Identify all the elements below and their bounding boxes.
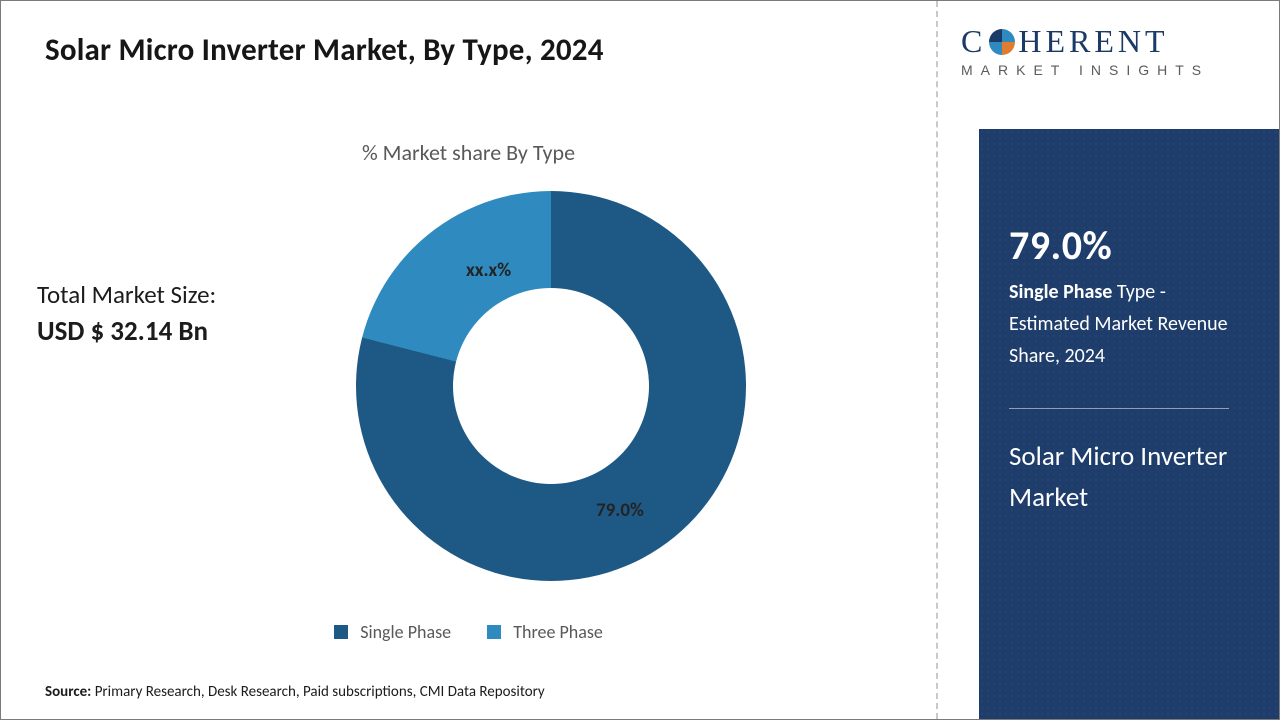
- logo-wordmark: C HERENT: [961, 23, 1261, 60]
- brand-logo: C HERENT MARKET INSIGHTS: [961, 23, 1261, 109]
- legend-swatch-icon: [334, 625, 348, 639]
- logo-text-post: HERENT: [1018, 23, 1168, 60]
- legend-label: Three Phase: [513, 621, 603, 643]
- logo-subtext: MARKET INSIGHTS: [961, 62, 1261, 78]
- legend-item: Three Phase: [487, 621, 603, 643]
- side-panel-title: Solar Micro Inverter Market: [1009, 437, 1249, 518]
- main-area: Solar Micro Inverter Market, By Type, 20…: [1, 1, 936, 719]
- market-size-label: Total Market Size:: [37, 279, 216, 310]
- logo-text-pre: C: [961, 23, 986, 60]
- slice-label-three-phase: xx.x%: [466, 259, 511, 282]
- source-text: Primary Research, Desk Research, Paid su…: [91, 683, 544, 701]
- market-size-value: USD $ 32.14 Bn: [37, 315, 208, 348]
- side-panel-desc: Single Phase Type - Estimated Market Rev…: [1009, 276, 1249, 372]
- slice-label-single-phase: 79.0%: [596, 499, 644, 522]
- source-line: Source: Primary Research, Desk Research,…: [45, 683, 545, 701]
- side-panel-pct: 79.0%: [1009, 221, 1249, 270]
- infographic-frame: Solar Micro Inverter Market, By Type, 20…: [0, 0, 1280, 720]
- chart-legend: Single Phase Three Phase: [1, 621, 936, 643]
- side-panel-divider: [1009, 408, 1229, 409]
- donut-chart: [356, 191, 746, 581]
- legend-item: Single Phase: [334, 621, 451, 643]
- legend-label: Single Phase: [360, 621, 451, 643]
- source-prefix: Source:: [45, 683, 91, 701]
- side-panel-desc-bold: Single Phase: [1009, 280, 1112, 304]
- page-title: Solar Micro Inverter Market, By Type, 20…: [45, 31, 604, 69]
- donut-hole: [453, 288, 649, 484]
- chart-subtitle: % Market share By Type: [1, 139, 936, 166]
- logo-globe-icon: [989, 29, 1015, 55]
- side-panel: 79.0% Single Phase Type - Estimated Mark…: [979, 129, 1279, 719]
- vertical-divider: [936, 1, 938, 719]
- legend-swatch-icon: [487, 625, 501, 639]
